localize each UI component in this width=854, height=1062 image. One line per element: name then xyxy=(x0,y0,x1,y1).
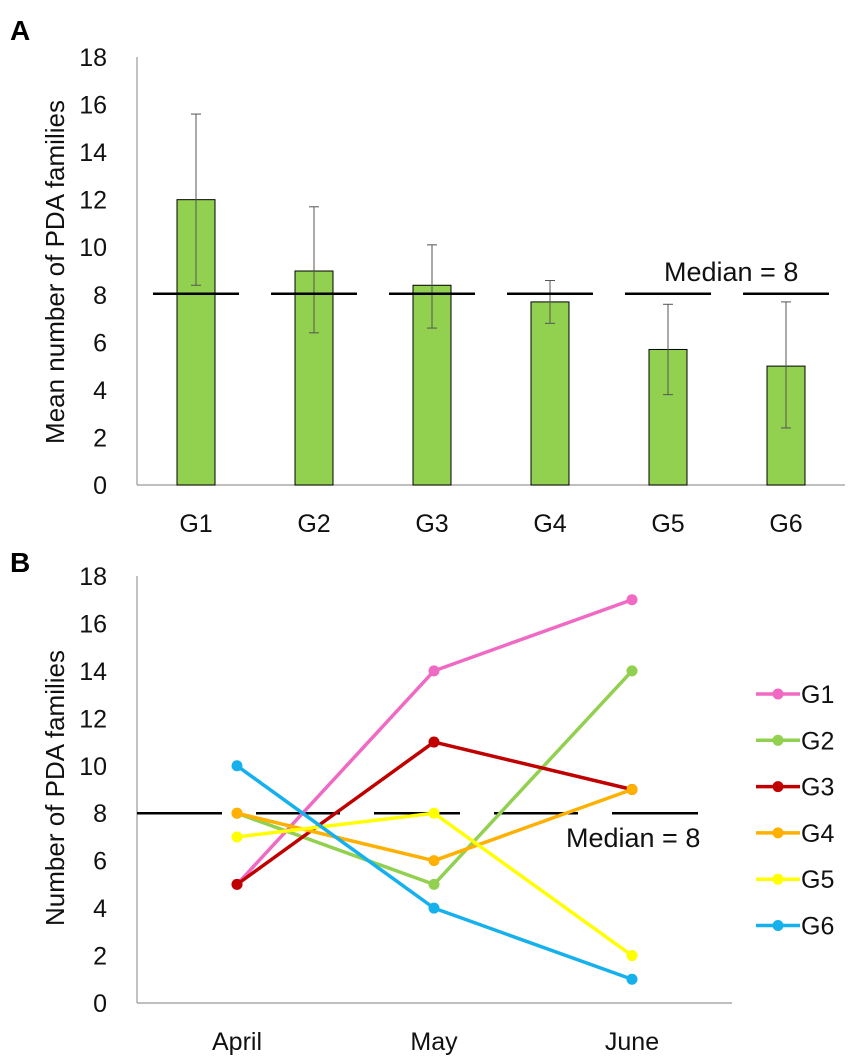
point-g6 xyxy=(231,760,243,772)
bar-g4 xyxy=(530,301,570,486)
panel-a-y-tick-label: 14 xyxy=(79,139,107,167)
legend-swatch-marker xyxy=(772,781,784,793)
point-g2 xyxy=(626,665,638,677)
panel-b: B Number of PDA families 0 2 4 6 8 10 12 14 16 18… xyxy=(10,547,834,1056)
panel-b-series xyxy=(231,594,638,985)
error-bar-g3 xyxy=(427,244,437,329)
legend-label: G2 xyxy=(801,727,834,755)
panel-b-y-tick-label: 18 xyxy=(79,563,107,591)
legend-swatch-marker xyxy=(772,873,784,885)
error-bar-g4 xyxy=(545,280,555,324)
panel-b-y-axis-title: Number of PDA families xyxy=(40,650,70,926)
legend-item-g2: G2 xyxy=(756,727,834,755)
legend-item-g4: G4 xyxy=(756,820,834,848)
panel-a-y-tick-label: 12 xyxy=(79,187,107,215)
panel-a-y-tick-label: 16 xyxy=(79,92,107,120)
panel-a-bars xyxy=(176,199,806,486)
point-g5 xyxy=(626,950,638,962)
error-bar-g5 xyxy=(663,303,673,396)
point-g4 xyxy=(231,807,243,819)
legend-swatch-marker xyxy=(772,734,784,746)
panel-a-y-tick-label: 6 xyxy=(93,329,107,357)
panel-a-axes xyxy=(136,57,845,486)
legend-swatch-marker xyxy=(772,827,784,839)
point-g6 xyxy=(428,902,440,914)
point-g3 xyxy=(428,736,440,748)
point-g1 xyxy=(626,594,638,606)
panel-a-x-tick-label: G4 xyxy=(533,510,566,538)
legend-swatch-marker xyxy=(772,920,784,931)
point-g5 xyxy=(231,831,243,843)
panel-a-y-axis-title: Mean number of PDA families xyxy=(40,100,70,444)
panel-b-y-tick-label: 12 xyxy=(79,705,107,733)
series-line-g6 xyxy=(235,764,633,981)
panel-b-axes xyxy=(136,576,732,1004)
panel-b-median-label: Median = 8 xyxy=(566,823,700,853)
error-bar-g2 xyxy=(309,206,319,334)
panel-a-y-ticks: 0 2 4 6 8 10 12 14 16 18 xyxy=(79,44,107,500)
panel-b-x-ticks: April May June xyxy=(212,1028,659,1056)
panel-b-y-tick-label: 0 xyxy=(93,990,107,1018)
point-g4 xyxy=(428,855,440,867)
panel-a: A Mean number of PDA families 0 2 4 6 8 10 12 1… xyxy=(10,15,845,538)
series-g6 xyxy=(231,760,638,985)
panel-b-y-tick-label: 10 xyxy=(79,753,107,781)
legend-item-g1: G1 xyxy=(756,681,834,709)
panel-a-x-tick-label: G6 xyxy=(769,510,802,538)
legend-swatch-marker xyxy=(772,688,784,700)
point-g1 xyxy=(428,665,440,677)
panel-b-y-tick-label: 16 xyxy=(79,610,107,638)
legend-label: G1 xyxy=(801,681,834,709)
panel-a-median-label: Median = 8 xyxy=(664,257,798,287)
panel-a-x-tick-label: G2 xyxy=(297,510,330,538)
panel-a-y-tick-label: 2 xyxy=(93,424,107,452)
panel-a-x-ticks: G1 G2 G3 G4 G5 G6 xyxy=(179,510,802,538)
panel-a-error-bars xyxy=(191,113,791,429)
point-g6 xyxy=(626,973,638,985)
panel-b-y-tick-label: 4 xyxy=(93,895,107,923)
series-g5 xyxy=(231,807,638,962)
point-g4 xyxy=(626,784,638,795)
panel-b-y-tick-label: 2 xyxy=(93,943,107,971)
panel-b-y-tick-label: 8 xyxy=(93,800,107,828)
panel-b-x-tick-label: April xyxy=(212,1028,262,1056)
point-g5 xyxy=(428,807,440,819)
panel-b-legend: G1 G2 G3 G4 G5 G6 xyxy=(756,681,834,941)
point-g2 xyxy=(428,878,440,890)
legend-item-g5: G5 xyxy=(756,866,834,894)
panel-b-x-tick-label: May xyxy=(410,1028,458,1056)
legend-label: G4 xyxy=(801,820,834,848)
legend-item-g6: G6 xyxy=(756,913,834,941)
panel-a-y-tick-label: 18 xyxy=(79,44,107,72)
panel-a-y-tick-label: 4 xyxy=(93,377,107,405)
panel-a-x-tick-label: G1 xyxy=(179,510,212,538)
panel-a-y-tick-label: 8 xyxy=(93,282,107,310)
point-g3 xyxy=(231,878,243,890)
legend-label: G3 xyxy=(801,774,834,802)
error-bar-g6 xyxy=(781,301,791,429)
panel-b-y-ticks: 0 2 4 6 8 10 12 14 16 18 xyxy=(79,563,107,1018)
panel-b-x-tick-label: June xyxy=(605,1028,659,1056)
panel-a-x-tick-label: G3 xyxy=(415,510,448,538)
panel-a-y-tick-label: 0 xyxy=(93,472,107,500)
panel-a-y-tick-label: 10 xyxy=(79,234,107,262)
error-bar-g1 xyxy=(191,113,201,286)
panel-b-y-tick-label: 6 xyxy=(93,848,107,876)
panel-b-letter: B xyxy=(10,547,30,578)
legend-label: G6 xyxy=(801,913,834,941)
legend-label: G5 xyxy=(801,866,834,894)
panel-a-x-tick-label: G5 xyxy=(651,510,684,538)
panel-b-y-tick-label: 14 xyxy=(79,658,107,686)
legend-item-g3: G3 xyxy=(756,774,834,802)
panel-a-letter: A xyxy=(10,15,30,46)
